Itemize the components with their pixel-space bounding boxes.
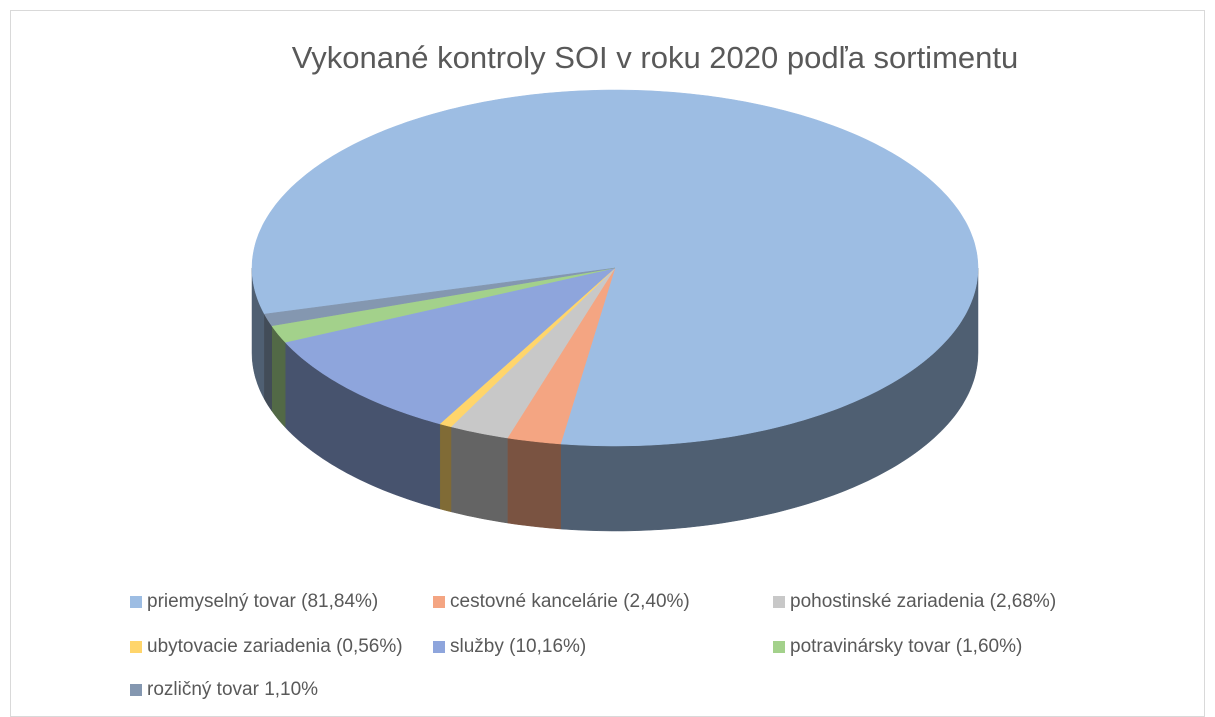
legend-label: služby (10,16%) — [450, 636, 586, 657]
legend-label: ubytovacie zariadenia (0,56%) — [147, 636, 403, 657]
slice-side — [264, 313, 272, 412]
legend-label: potravinársky tovar (1,60%) — [790, 636, 1022, 657]
slice — [264, 267, 616, 327]
legend-swatch — [130, 641, 142, 653]
slice — [284, 267, 616, 425]
slice-side — [271, 325, 286, 428]
legend-swatch — [773, 641, 785, 653]
legend-swatch — [773, 596, 785, 608]
legend-swatch — [130, 684, 142, 696]
legend-label: pohostinské zariadenia (2,68%) — [790, 591, 1056, 612]
slice — [271, 267, 616, 343]
slice — [450, 267, 616, 439]
legend-swatch — [130, 596, 142, 608]
slice-side — [439, 423, 452, 513]
legend-label: rozličný tovar 1,10% — [147, 679, 318, 700]
chart-title: Vykonané kontroly SOI v roku 2020 podľa … — [292, 40, 1018, 75]
legend-swatch — [433, 596, 445, 608]
legend-swatch — [433, 641, 445, 653]
slice — [506, 267, 616, 445]
legend-label: priemyselný tovar (81,84%) — [147, 591, 378, 612]
slice-side — [507, 437, 561, 530]
legend-label: cestovné kancelárie (2,40%) — [450, 591, 690, 612]
slice-side — [450, 426, 508, 524]
